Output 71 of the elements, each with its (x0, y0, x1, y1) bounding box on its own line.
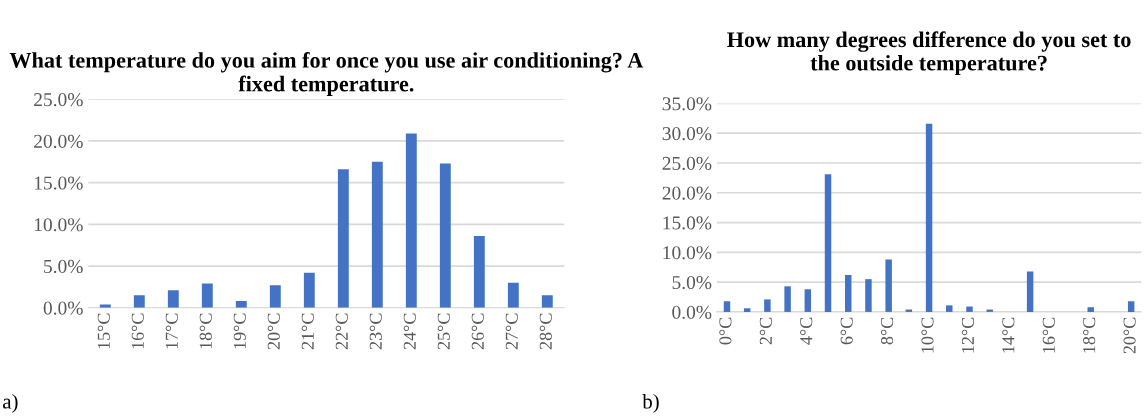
x-tick-label: 4°C (800, 317, 813, 345)
y-tick-label: 20.0% (34, 134, 83, 148)
bar (764, 299, 771, 312)
x-tick-label: 23°C (369, 313, 382, 350)
bar (1087, 307, 1094, 312)
chart-title: How many degrees difference do you set to the outside temperature? (727, 31, 1131, 76)
x-tick-label: 18°C (1083, 317, 1096, 353)
text: a) (3, 393, 18, 413)
x-tick-label: 25°C (437, 313, 450, 350)
bar (507, 282, 519, 308)
bar (743, 308, 751, 312)
bar (439, 163, 451, 308)
x-tick-label: 6°C (840, 317, 853, 345)
bar (986, 309, 993, 312)
y-tick-label: 35.0% (662, 97, 712, 111)
bar (865, 279, 872, 312)
text: b) (642, 393, 659, 413)
x-tick-label: 10°C (921, 317, 934, 353)
y-tick-label: 0.0% (672, 305, 712, 319)
x-tick-label: 24°C (403, 313, 416, 350)
bar (473, 236, 485, 308)
y-tick-label: 15.0% (34, 176, 83, 190)
bar (303, 272, 315, 308)
bar (804, 289, 812, 312)
bar (1127, 301, 1135, 312)
x-tick-label: 15°C (97, 313, 110, 349)
y-tick-label: 10.0% (663, 246, 712, 260)
bar (723, 301, 731, 312)
bar (235, 301, 247, 308)
x-tick-label: 27°C (505, 313, 518, 350)
y-tick-label: 30.0% (662, 127, 712, 141)
bar (946, 305, 953, 312)
bar (133, 295, 145, 308)
bar (541, 295, 553, 308)
y-tick-label: 25.0% (662, 156, 712, 171)
bar (845, 274, 852, 312)
x-tick-label: 18°C (199, 313, 212, 349)
x-tick-label: 21°C (301, 313, 314, 350)
x-tick-label: 2°C (759, 317, 772, 345)
x-tick-label: 20°C (1123, 317, 1136, 354)
bar (337, 169, 349, 308)
y-tick-label: 20.0% (662, 186, 712, 200)
y-tick-label: 5.0% (44, 259, 83, 274)
x-tick-label: 22°C (335, 313, 348, 350)
bar (99, 304, 111, 308)
y-tick-label: 0.0% (43, 301, 83, 315)
x-tick-label: 17°C (165, 313, 178, 349)
bar (925, 123, 933, 312)
bar (824, 174, 832, 312)
x-tick-label: 16°C (131, 313, 144, 349)
y-tick-label: 10.0% (34, 218, 83, 232)
bar (966, 306, 973, 312)
y-tick-label: 5.0% (672, 275, 712, 290)
x-tick-label: 12°C (961, 317, 975, 353)
bar (167, 290, 179, 308)
x-tick-label: 14°C (1002, 317, 1015, 353)
x-tick-label: 19°C (233, 313, 246, 349)
x-tick-label: 8°C (880, 317, 894, 345)
bar (405, 133, 417, 308)
bar (201, 283, 213, 308)
bar (784, 286, 791, 312)
x-tick-label: 16°C (1042, 317, 1055, 353)
bar (269, 285, 281, 308)
bar (885, 259, 892, 312)
x-tick-label: 28°C (539, 313, 552, 350)
y-tick-label: 15.0% (663, 216, 712, 230)
x-tick-label: 20°C (267, 313, 280, 350)
bar (1026, 271, 1034, 312)
x-tick-label: 26°C (471, 313, 484, 350)
x-tick-label: 0°C (719, 317, 732, 345)
bar (371, 161, 383, 308)
